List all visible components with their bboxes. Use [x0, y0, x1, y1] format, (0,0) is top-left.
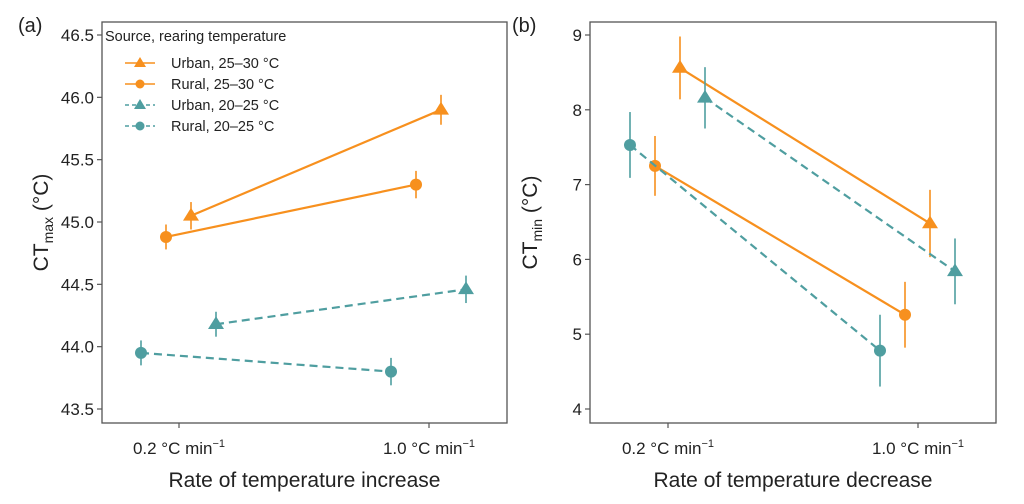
data-point	[458, 281, 474, 295]
series-urban_20_25	[697, 67, 963, 305]
x-tick-superscript: −1	[213, 438, 226, 450]
series-line	[215, 288, 467, 326]
data-point	[899, 308, 911, 321]
legend-item: Urban, 25–30 °C	[125, 56, 279, 72]
data-point	[160, 230, 172, 243]
y-tick-label: 44.5	[61, 275, 94, 294]
y-tick-label: 45.0	[61, 213, 94, 232]
data-point	[922, 215, 938, 229]
legend-item: Rural, 20–25 °C	[125, 119, 274, 135]
x-tick-superscript: −1	[952, 438, 965, 450]
legend-item: Urban, 20–25 °C	[125, 98, 279, 114]
series-line	[679, 66, 931, 225]
plot-frame	[589, 21, 997, 424]
data-point	[385, 365, 397, 378]
data-point	[624, 138, 636, 151]
y-tick-label: 9	[573, 26, 582, 45]
legend-label: Urban, 20–25 °C	[171, 98, 279, 114]
series-line	[190, 108, 442, 217]
data-point	[410, 178, 422, 191]
series-rural_25_30	[160, 170, 422, 250]
x-tick-superscript: −1	[702, 438, 715, 450]
series-rural_20_25	[624, 112, 886, 387]
data-point	[947, 263, 963, 277]
data-point	[697, 89, 713, 103]
legend-label: Rural, 20–25 °C	[171, 119, 274, 135]
series-line	[629, 144, 881, 352]
y-tick-label: 44.0	[61, 338, 94, 357]
data-point	[208, 316, 224, 330]
series-urban_25_30	[183, 94, 449, 230]
y-tick-label: 6	[573, 250, 582, 269]
panel-label: (a)	[18, 15, 42, 37]
y-tick-label: 46.0	[61, 88, 94, 107]
x-axis-title: Rate of temperature increase	[169, 469, 441, 492]
x-tick-label: 0.2 °C min−1	[133, 438, 225, 458]
x-tick-label: 1.0 °C min−1	[872, 438, 964, 458]
y-tick-label: 5	[573, 325, 582, 344]
data-point	[433, 101, 449, 115]
panel-b: 4 5 6 7 8 9 0.2 °C min−1 1.0 °C min−1 Rate of te…	[512, 15, 997, 492]
data-point	[183, 207, 199, 221]
series-rural_20_25	[135, 340, 397, 386]
y-axis-title: CTmin (°C)	[519, 176, 545, 270]
y-tick-label: 8	[573, 101, 582, 120]
legend-item: Rural, 25–30 °C	[125, 77, 274, 93]
panel-label: (b)	[512, 15, 536, 37]
x-axis-title: Rate of temperature decrease	[654, 469, 933, 492]
x-tick-label: 1.0 °C min−1	[383, 438, 475, 458]
series-rural_25_30	[649, 135, 911, 348]
legend-marker	[135, 121, 145, 131]
y-tick-label: 4	[573, 400, 582, 419]
series-line	[165, 183, 417, 239]
legend-title: Source, rearing temperature	[105, 29, 286, 45]
panel-a: 43.5 44.0 44.5 45.0 45.5 46.0 46.5 0.2 °C min−1…	[18, 15, 508, 492]
x-tick-label: 0.2 °C min−1	[622, 438, 714, 458]
series-urban_25_30	[672, 36, 938, 258]
legend-label: Rural, 25–30 °C	[171, 77, 274, 93]
legend-marker	[134, 99, 146, 109]
series-line	[704, 96, 956, 273]
legend-marker	[134, 57, 146, 67]
y-tick-label: 45.5	[61, 151, 94, 170]
plot-frame	[101, 21, 508, 424]
x-tick-superscript: −1	[463, 438, 476, 450]
legend-marker	[135, 79, 145, 89]
y-tick-label: 7	[573, 176, 582, 195]
data-point	[672, 59, 688, 73]
series-line	[654, 164, 906, 316]
legend-label: Urban, 25–30 °C	[171, 56, 279, 72]
y-axis-title: CTmax (°C)	[30, 174, 56, 272]
series-line	[140, 351, 392, 373]
data-point	[135, 346, 147, 359]
series-urban_20_25	[208, 275, 474, 337]
data-point	[874, 344, 886, 357]
y-tick-label: 43.5	[61, 400, 94, 419]
y-tick-label: 46.5	[61, 26, 94, 45]
legend: Source, rearing temperature Urban, 25–30 …	[105, 29, 286, 135]
